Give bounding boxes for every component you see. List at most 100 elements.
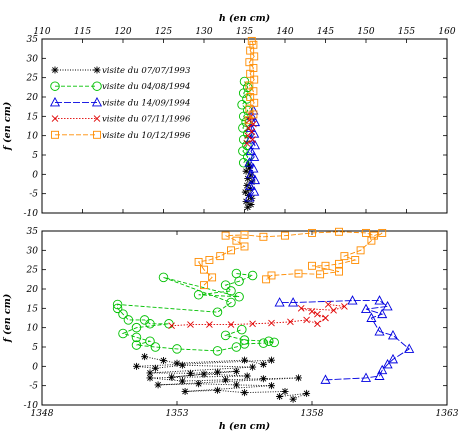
bottom-series-1-point: [158, 272, 169, 283]
top-series-4-point: [250, 52, 259, 61]
bottom-series-4-point: [351, 256, 360, 264]
bottom-series-4-line: [197, 231, 383, 286]
top-x-tick-label: 135: [236, 27, 253, 37]
top-series-1-point: [238, 123, 248, 133]
bottom-x-tick-label: 1358: [301, 409, 324, 419]
top-series-4-point: [245, 81, 254, 90]
bottom-series-3-line: [171, 304, 345, 327]
bottom-series-3-point: [322, 314, 329, 322]
bottom-series-0-point: [303, 389, 311, 397]
bottom-series-1-point: [112, 303, 123, 314]
bottom-series-3-point: [303, 316, 310, 324]
bottom-series-2-point: [387, 329, 399, 340]
legend-entry-2-marker: [91, 96, 103, 107]
bottom-series-0-point: [168, 373, 176, 381]
bottom-series-4-point: [308, 228, 316, 237]
bottom-series-0-point: [200, 370, 208, 378]
bottom-series-4-point: [294, 269, 303, 278]
bottom-series-1-point: [220, 280, 231, 290]
top-series-3-point: [249, 136, 256, 143]
top-series-0-point: [244, 175, 252, 183]
top-series-0-point: [247, 200, 255, 208]
bottom-series-1-point: [150, 342, 161, 352]
bottom-series-2-point: [382, 358, 393, 369]
bottom-series-0-point: [151, 364, 159, 372]
bottom-series-4-point: [316, 270, 325, 279]
bottom-y-tick-label: -10: [24, 401, 39, 411]
bottom-series-4-point: [335, 227, 343, 236]
legend-entry-1-marker: [92, 81, 102, 91]
legend-entry-4-label: visite du 10/12/1996: [102, 131, 191, 141]
bottom-series-1-point: [247, 270, 258, 281]
bottom-series-4-point: [340, 252, 349, 261]
bottom-series-0-point: [160, 357, 167, 365]
bottom-series-2-point: [374, 326, 385, 336]
bottom-y-tick-label: -5: [29, 382, 38, 392]
bottom-series-1-line: [117, 273, 275, 352]
bottom-series-0-point: [195, 380, 203, 388]
legend-entry-3-marker: [51, 115, 59, 122]
top-x-tick-label: 120: [114, 27, 131, 37]
bottom-series-3-point: [341, 303, 348, 310]
top-y-axis-label: f (en cm): [2, 102, 13, 151]
bottom-series-1-point: [239, 335, 250, 345]
bottom-series-4-point: [259, 232, 268, 241]
bottom-series-1-point: [239, 339, 250, 349]
bottom-series-1-point: [131, 340, 142, 350]
bottom-series-3-point: [268, 319, 275, 327]
bottom-x-tick-label: 1348: [31, 409, 54, 419]
bottom-series-1-point: [220, 330, 231, 341]
legend-entry-2-marker: [49, 96, 61, 107]
top-y-tick-label: 20: [26, 93, 39, 103]
bottom-series-2-point: [374, 295, 385, 305]
bottom-series-0-point: [276, 392, 284, 400]
top-series-2-point: [244, 157, 255, 167]
top-series-0-point: [243, 182, 251, 190]
top-series-4-point: [244, 116, 253, 125]
bottom-series-0-point: [178, 361, 186, 369]
bottom-series-0-point: [232, 367, 240, 375]
bottom-y-tick-label: 0: [32, 362, 38, 372]
bottom-series-4-point: [321, 261, 330, 270]
bottom-series-0-point: [181, 387, 189, 395]
chart-top-panel: 110 115 120 125 130 135 140 145 150 155 160 -10 -5 0 5…: [2, 13, 456, 219]
legend-entry-4-marker: [93, 130, 101, 139]
bottom-series-0-point: [295, 374, 302, 382]
bottom-series-2-point: [387, 353, 399, 364]
top-series-2-point: [249, 128, 260, 138]
legend-entry-2-label: visite du 14/09/1994: [102, 98, 190, 108]
top-series-2-point: [245, 180, 256, 190]
bottom-series-2-point: [377, 308, 388, 319]
bottom-series-0-point: [141, 353, 149, 361]
top-series-3-point: [243, 140, 251, 147]
top-x-tick-label: 150: [357, 27, 374, 37]
bottom-series-1-point: [258, 338, 269, 348]
bottom-series-1-point: [226, 286, 236, 296]
bottom-series-0-point: [259, 360, 267, 368]
bottom-series-1-point: [145, 336, 155, 346]
bottom-series-4-point: [232, 236, 241, 245]
top-series-3-point: [245, 124, 252, 132]
bottom-series-0-point: [187, 369, 194, 377]
bottom-series-0-point: [259, 375, 267, 383]
bottom-series-1-point: [193, 290, 204, 300]
bottom-series-1-point: [145, 319, 155, 329]
bottom-series-0-point: [241, 389, 248, 397]
bottom-y-tick-label: 15: [27, 304, 39, 314]
bottom-series-0-line: [136, 356, 307, 400]
top-series-2-point: [249, 139, 261, 150]
bottom-series-1-point: [118, 309, 128, 319]
bottom-series-2-point: [377, 364, 388, 375]
bottom-series-0-point: [243, 372, 251, 380]
bottom-series-4-point: [378, 228, 387, 237]
top-series-0-point: [244, 203, 252, 211]
bottom-series-0-point: [214, 386, 221, 394]
bottom-series-1-point: [212, 307, 223, 317]
top-y-tick-label: 15: [27, 112, 39, 122]
bottom-series-0-point: [146, 369, 154, 377]
top-series-0-point: [245, 161, 253, 169]
top-series-2-point: [249, 186, 260, 196]
bottom-series-4-point: [281, 231, 289, 240]
top-y-tick-label: 25: [26, 74, 39, 84]
